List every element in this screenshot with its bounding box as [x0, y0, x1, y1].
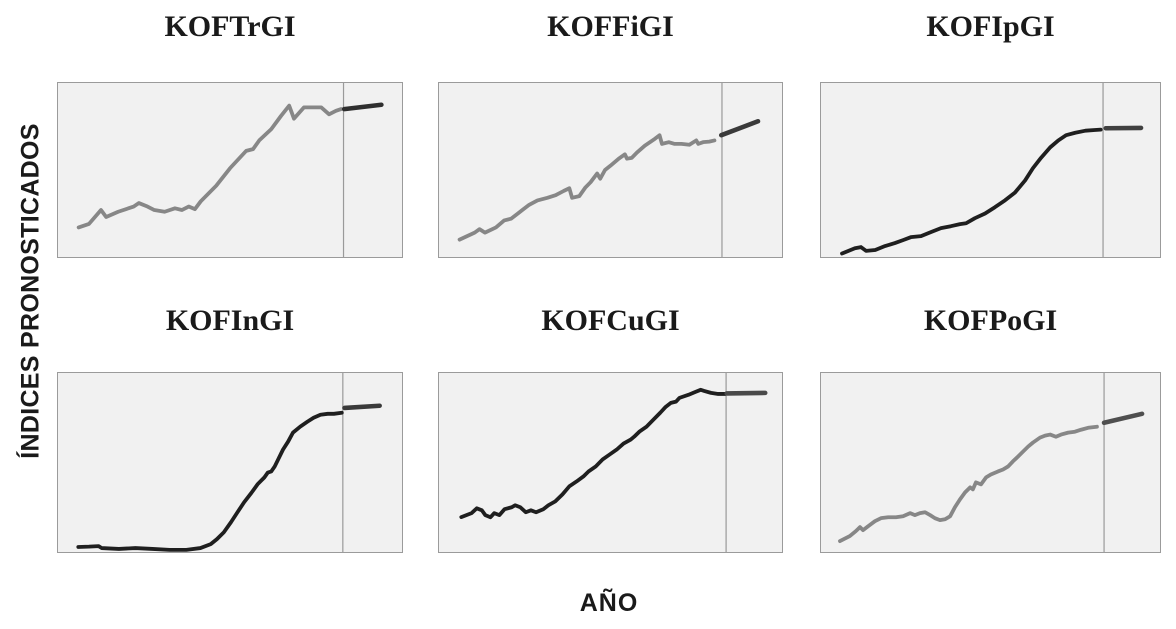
chart-panel — [438, 82, 783, 258]
forecast-line — [344, 105, 381, 109]
historical-line — [842, 130, 1101, 254]
chart-plot-area — [439, 83, 782, 257]
chart-cell-kofpogi: KOFPoGI — [820, 258, 1161, 555]
x-axis-label: AÑO — [579, 589, 639, 617]
chart-plot-area — [58, 83, 402, 257]
chart-title: KOFInGI — [165, 304, 295, 337]
y-axis-label: ÍNDICES PRONOSTICADOS — [16, 123, 45, 459]
chart-panel — [820, 82, 1161, 258]
chart-panel — [57, 372, 403, 553]
forecast-line — [1104, 414, 1142, 423]
chart-panel — [438, 372, 783, 553]
chart-panel — [820, 372, 1161, 553]
chart-plot-area — [821, 83, 1160, 257]
historical-line — [840, 427, 1097, 541]
historical-line — [460, 135, 715, 239]
chart-title: KOFCuGI — [541, 304, 680, 337]
forecast-line — [345, 406, 380, 408]
chart-title: KOFPoGI — [923, 304, 1058, 337]
chart-cell-kofingi: KOFInGI — [57, 258, 403, 555]
chart-panel — [57, 82, 403, 258]
chart-cell-koftrgi: KOFTrGI — [57, 0, 403, 258]
chart-cell-kofcugi: KOFCuGI — [438, 258, 783, 555]
historical-line — [461, 390, 725, 517]
chart-plot-area — [821, 373, 1160, 552]
chart-title: KOFTrGI — [164, 10, 296, 43]
historical-line — [79, 106, 341, 228]
historical-line — [78, 413, 342, 550]
chart-cell-kofipgi: KOFIpGI — [820, 0, 1161, 258]
chart-cell-koffigi: KOFFiGI — [438, 0, 783, 258]
forecast-line — [721, 121, 758, 135]
chart-plot-area — [439, 373, 782, 552]
chart-plot-area — [58, 373, 402, 552]
chart-title: KOFIpGI — [926, 10, 1055, 43]
chart-title: KOFFiGI — [547, 10, 674, 43]
forecast-line — [727, 393, 765, 394]
